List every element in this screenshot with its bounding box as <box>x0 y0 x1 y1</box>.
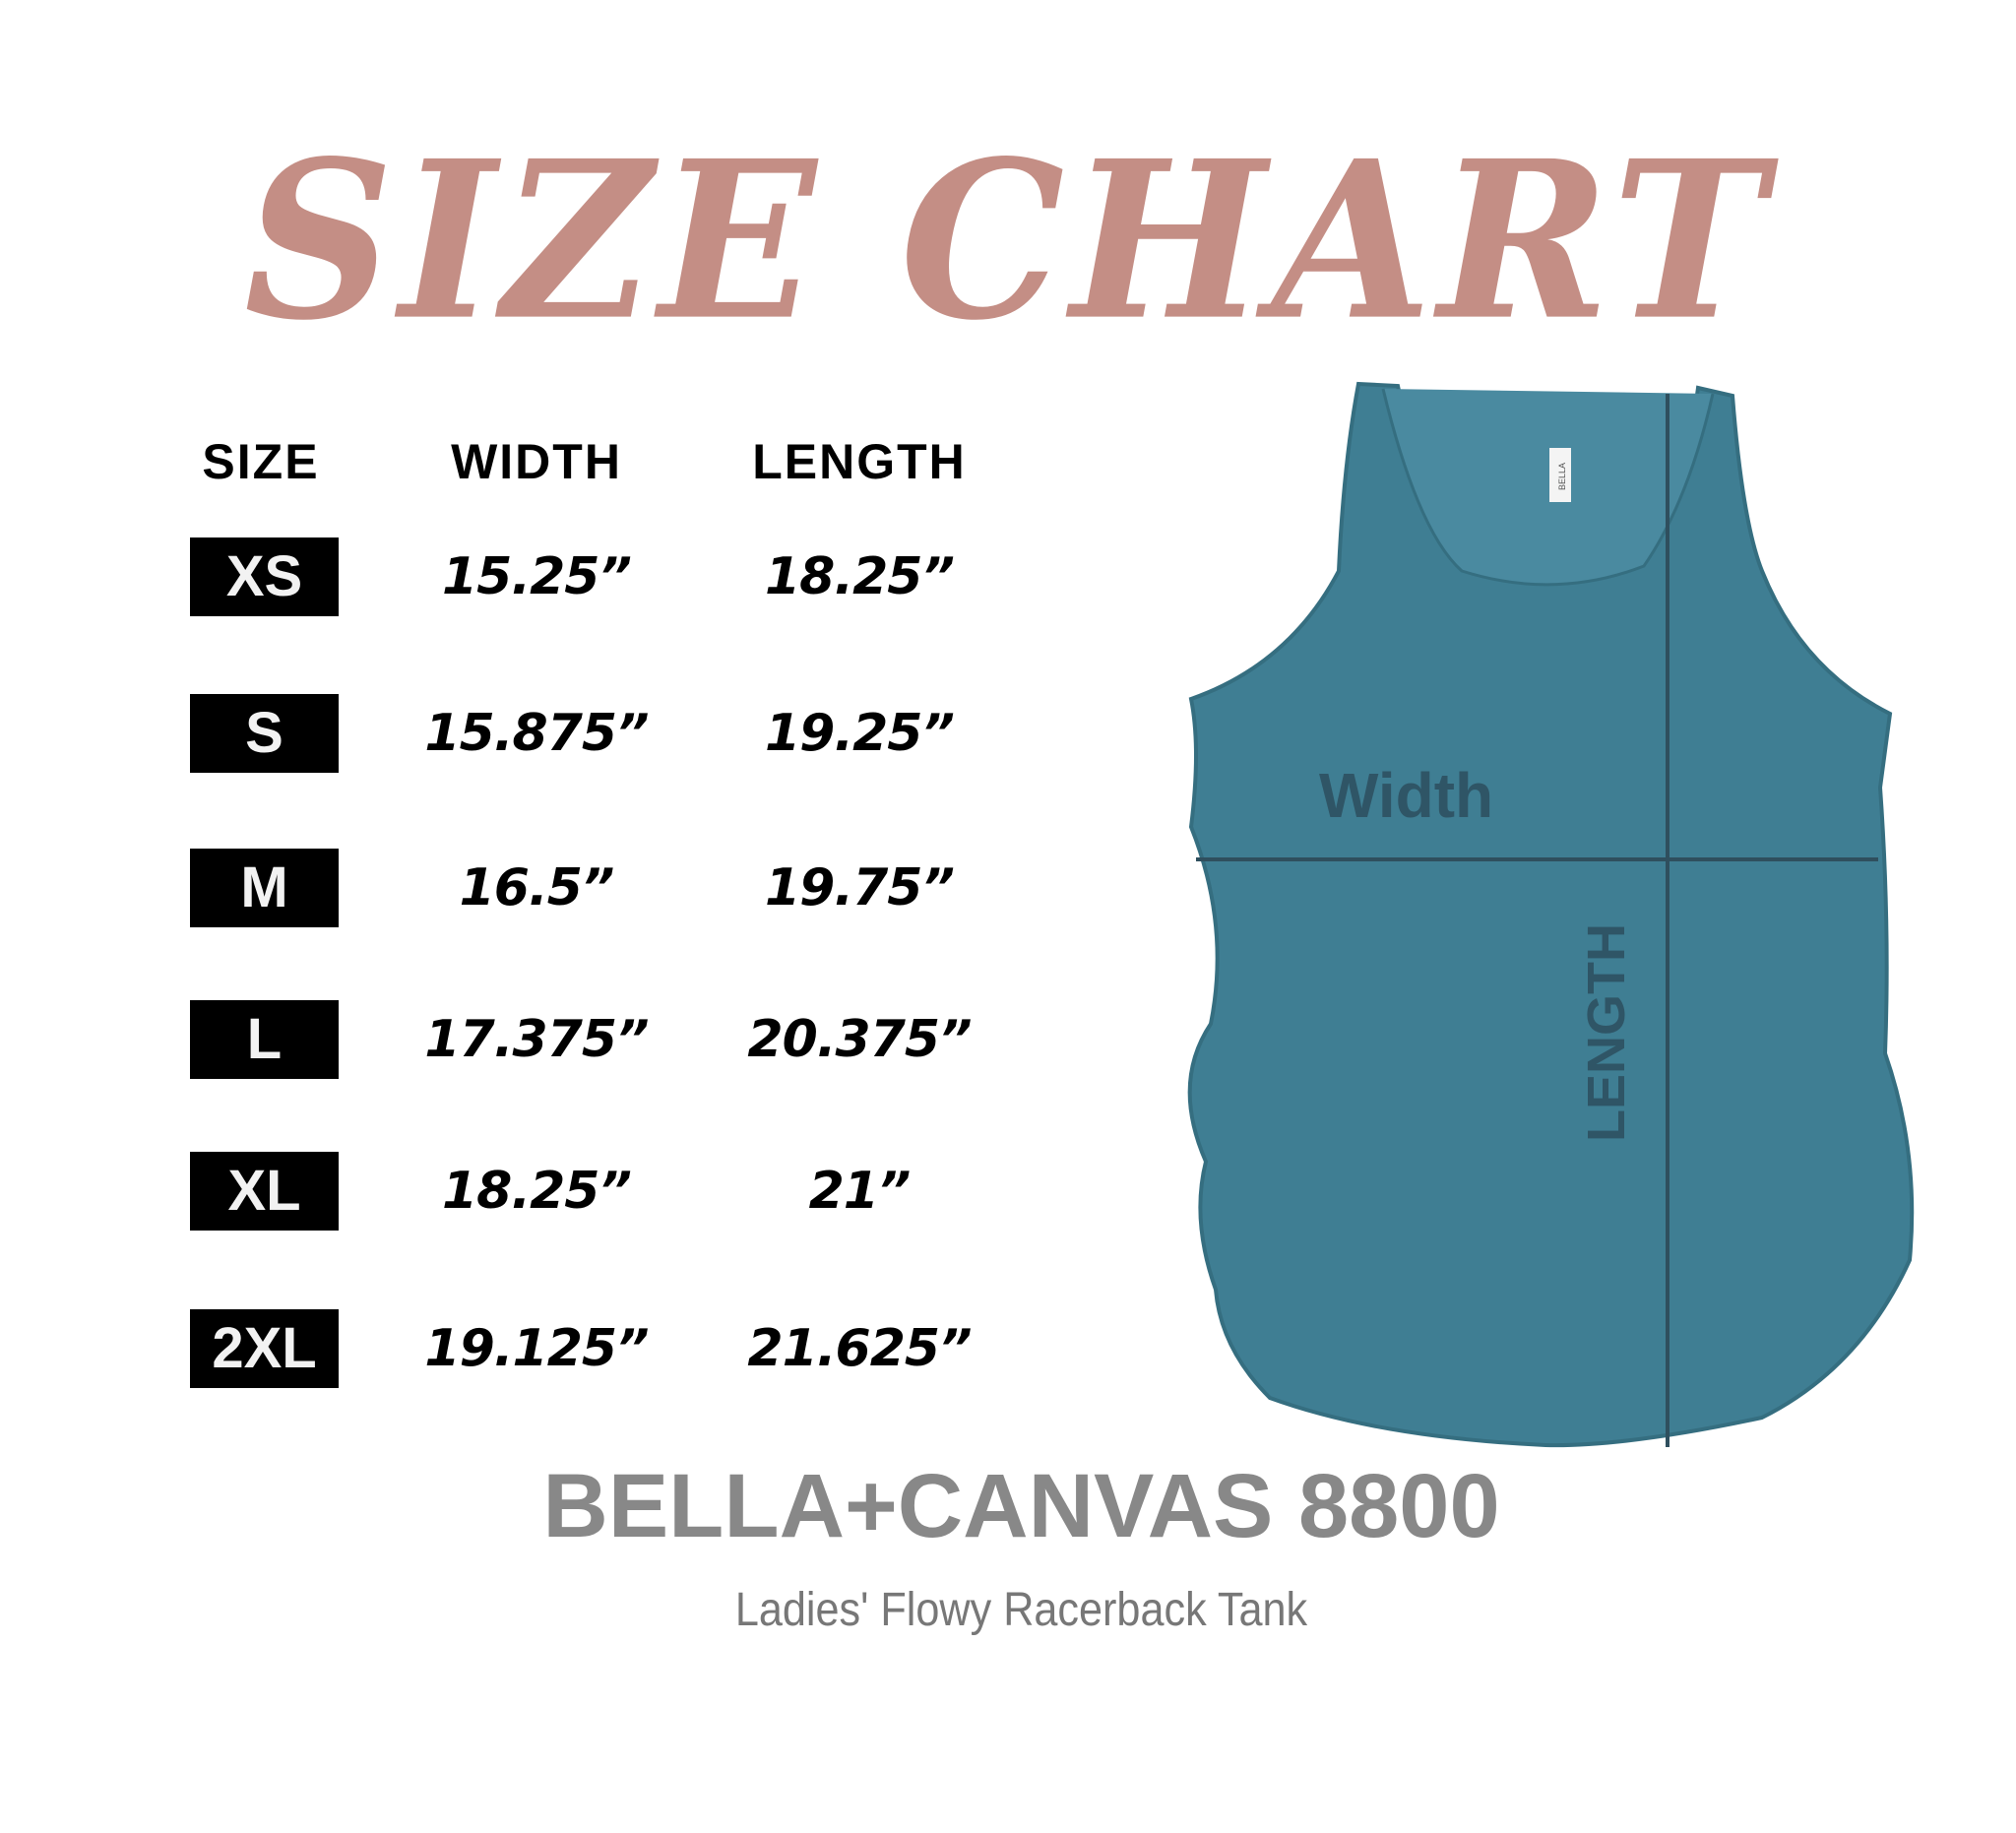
width-value: 18.25” <box>442 1162 632 1221</box>
size-badge: L <box>190 1000 339 1079</box>
table-row: S 15.875” 19.25” <box>0 694 1083 773</box>
neck-label <box>1549 448 1571 502</box>
table-row: L 17.375” 20.375” <box>0 1000 1083 1079</box>
length-value: 21” <box>808 1162 912 1221</box>
length-label: LENGTH <box>1577 923 1636 1142</box>
width-value: 15.875” <box>424 704 649 763</box>
table-row: M 16.5” 19.75” <box>0 849 1083 927</box>
length-value: 19.75” <box>765 858 955 917</box>
length-value: 20.375” <box>747 1010 972 1069</box>
product-name: Ladies' Flowy Racerback Tank <box>734 1584 1308 1636</box>
width-value: 15.25” <box>442 547 632 606</box>
length-value: 18.25” <box>765 547 955 606</box>
table-row: XL 18.25” 21” <box>0 1152 1083 1231</box>
racerback-opening <box>1381 388 1715 587</box>
brand-name: BELLA+CANVAS 8800 <box>542 1456 1500 1556</box>
size-badge: M <box>190 849 339 927</box>
size-badge: XS <box>190 537 339 616</box>
width-value: 19.125” <box>424 1319 649 1378</box>
width-value: 16.5” <box>459 858 615 917</box>
width-value: 17.375” <box>424 1010 649 1069</box>
table-row: 2XL 19.125” 21.625” <box>0 1309 1083 1388</box>
header-width: WIDTH <box>451 434 622 489</box>
size-badge: XL <box>190 1152 339 1231</box>
length-value: 19.25” <box>765 704 955 763</box>
neck-label-text: BELLA <box>1557 463 1567 490</box>
width-label: Width <box>1319 760 1493 831</box>
tank-top-diagram: BELLA Width LENGTH <box>1187 381 1915 1448</box>
size-badge: 2XL <box>190 1309 339 1388</box>
length-value: 21.625” <box>747 1319 972 1378</box>
size-badge: S <box>190 694 339 773</box>
header-size: SIZE <box>202 434 320 489</box>
page-title: SIZE CHART <box>244 112 1772 369</box>
table-row: XS 15.25” 18.25” <box>0 537 1083 616</box>
header-length: LENGTH <box>752 434 967 489</box>
